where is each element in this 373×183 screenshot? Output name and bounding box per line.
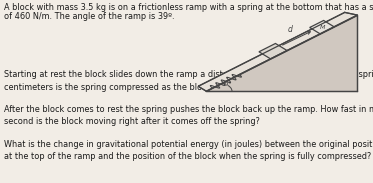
Polygon shape	[259, 44, 287, 59]
Text: of 460 N/m. The angle of the ramp is 39º.: of 460 N/m. The angle of the ramp is 39º…	[4, 12, 174, 21]
Text: Starting at rest the block slides down the ramp a distance of 67 cm before hitti: Starting at rest the block slides down t…	[4, 70, 373, 92]
Text: A block with mass 3.5 kg is on a frictionless ramp with a spring at the bottom t: A block with mass 3.5 kg is on a frictio…	[4, 3, 373, 12]
Text: What is the change in gravitational potential energy (in joules) between the ori: What is the change in gravitational pote…	[4, 140, 373, 161]
Text: d: d	[288, 25, 292, 34]
Polygon shape	[206, 15, 357, 91]
Polygon shape	[198, 12, 357, 91]
Text: After the block comes to rest the spring pushes the block back up the ramp. How : After the block comes to rest the spring…	[4, 105, 373, 126]
Text: M: M	[320, 25, 325, 30]
Text: 39°: 39°	[222, 82, 232, 87]
Polygon shape	[310, 20, 334, 34]
